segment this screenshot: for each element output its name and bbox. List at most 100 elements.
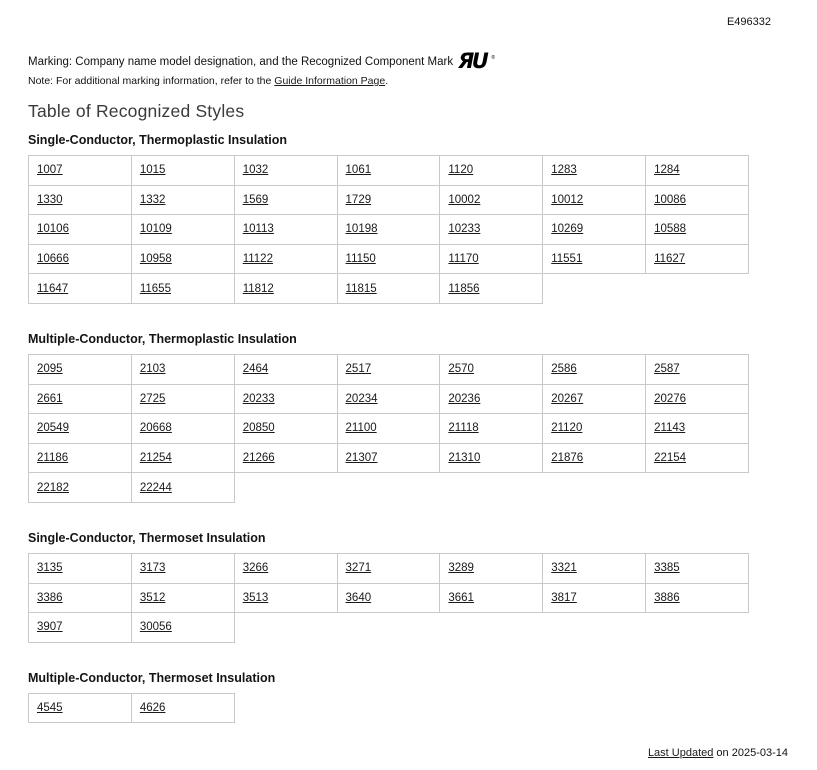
style-number-link[interactable]: 2587 bbox=[654, 363, 680, 376]
style-number-link[interactable]: 3289 bbox=[448, 562, 474, 575]
style-number-link[interactable]: 1332 bbox=[139, 193, 166, 206]
last-updated-link[interactable]: Last Updated bbox=[647, 747, 714, 759]
style-number-link[interactable]: 3907 bbox=[37, 621, 63, 634]
style-number-link[interactable]: 2103 bbox=[139, 363, 166, 376]
style-number-link[interactable]: 3512 bbox=[139, 591, 166, 604]
style-number-link[interactable]: 20233 bbox=[242, 392, 275, 405]
style-number-link[interactable]: 1330 bbox=[37, 193, 63, 206]
style-cell: 11150 bbox=[336, 243, 441, 275]
style-number-link[interactable]: 21120 bbox=[551, 422, 583, 435]
style-number-link[interactable]: 2464 bbox=[242, 363, 269, 376]
style-number-link[interactable]: 21266 bbox=[242, 452, 275, 465]
style-cell: 2464 bbox=[233, 353, 338, 385]
style-number-link[interactable]: 11655 bbox=[139, 282, 171, 295]
style-number-link[interactable]: 1007 bbox=[37, 164, 63, 177]
style-number-link[interactable]: 11627 bbox=[654, 253, 686, 266]
style-number-link[interactable]: 3386 bbox=[37, 591, 63, 604]
style-number-link[interactable]: 20850 bbox=[242, 422, 275, 435]
style-number-link[interactable]: 2517 bbox=[345, 363, 372, 376]
style-cell: 20234 bbox=[336, 383, 441, 415]
style-number-link[interactable]: 21254 bbox=[139, 452, 172, 465]
style-number-link[interactable]: 11812 bbox=[242, 282, 274, 295]
style-number-link[interactable]: 2586 bbox=[551, 363, 577, 376]
style-number-link[interactable]: 1569 bbox=[242, 193, 269, 206]
style-number-link[interactable]: 10113 bbox=[242, 223, 274, 236]
style-number-link[interactable]: 22244 bbox=[139, 481, 172, 494]
style-cell: 2586 bbox=[542, 353, 647, 385]
style-number-link[interactable]: 11551 bbox=[551, 253, 583, 266]
style-number-link[interactable]: 4626 bbox=[139, 702, 166, 715]
style-number-link[interactable]: 1284 bbox=[654, 164, 680, 177]
style-number-link[interactable]: 11150 bbox=[345, 253, 376, 266]
style-number-link[interactable]: 22154 bbox=[654, 452, 687, 465]
style-cell: 21120 bbox=[542, 413, 647, 444]
style-number-link[interactable]: 10233 bbox=[448, 223, 481, 236]
style-number-link[interactable]: 4545 bbox=[37, 702, 63, 715]
style-number-link[interactable]: 20234 bbox=[345, 392, 378, 405]
style-cell: 22182 bbox=[28, 472, 132, 503]
style-cell: 10109 bbox=[130, 214, 235, 245]
style-number-link[interactable]: 22182 bbox=[37, 481, 69, 494]
style-number-link[interactable]: 10588 bbox=[654, 223, 687, 236]
guide-information-page-link[interactable]: Guide Information Page bbox=[274, 75, 386, 87]
style-number-link[interactable]: 21307 bbox=[345, 452, 378, 465]
style-number-link[interactable]: 2095 bbox=[37, 363, 63, 376]
style-number-link[interactable]: 10198 bbox=[345, 223, 378, 236]
style-number-link[interactable]: 11170 bbox=[448, 253, 479, 266]
style-cell: 21100 bbox=[336, 413, 441, 444]
style-number-link[interactable]: 21100 bbox=[345, 422, 377, 435]
style-number-link[interactable]: 10269 bbox=[551, 223, 584, 236]
style-number-link[interactable]: 21310 bbox=[448, 452, 481, 465]
style-number-link[interactable]: 3173 bbox=[139, 562, 166, 575]
style-number-link[interactable]: 3640 bbox=[345, 591, 372, 604]
style-number-link[interactable]: 11122 bbox=[242, 253, 273, 266]
style-number-link[interactable]: 20668 bbox=[139, 422, 172, 435]
style-number-link[interactable]: 3513 bbox=[242, 591, 269, 604]
style-number-link[interactable]: 11815 bbox=[345, 282, 377, 295]
style-number-link[interactable]: 2725 bbox=[139, 392, 166, 405]
style-number-link[interactable]: 3271 bbox=[345, 562, 372, 575]
style-number-link[interactable]: 2661 bbox=[37, 392, 63, 405]
style-number-link[interactable]: 21118 bbox=[448, 422, 479, 435]
style-number-link[interactable]: 1032 bbox=[242, 164, 269, 177]
style-number-link[interactable]: 11647 bbox=[37, 282, 69, 295]
style-number-link[interactable]: 3817 bbox=[551, 591, 577, 604]
style-number-link[interactable]: 3385 bbox=[654, 562, 680, 575]
style-number-link[interactable]: 3661 bbox=[448, 591, 474, 604]
style-cell: 10666 bbox=[28, 243, 132, 275]
style-number-link[interactable]: 10012 bbox=[551, 193, 584, 206]
table-row: 1007 1015 1032 1061 1120 1283 1284 bbox=[28, 155, 749, 186]
style-cell: 1032 bbox=[233, 155, 338, 186]
style-number-link[interactable]: 21143 bbox=[654, 422, 686, 435]
style-number-link[interactable]: 10002 bbox=[448, 193, 481, 206]
style-number-link[interactable]: 10666 bbox=[37, 253, 69, 266]
style-number-link[interactable]: 2570 bbox=[448, 363, 474, 376]
style-number-link[interactable]: 21186 bbox=[37, 452, 69, 465]
table-row: 3135 3173 3266 3271 3289 3321 3385 bbox=[28, 552, 749, 584]
style-number-link[interactable]: 21876 bbox=[551, 452, 584, 465]
style-number-link[interactable]: 10958 bbox=[139, 253, 172, 266]
section-heading: Single-Conductor, Thermoplastic Insulati… bbox=[28, 133, 288, 147]
styles-table: 3135 3173 3266 3271 3289 3321 3385 3386 3512 3513… bbox=[28, 552, 749, 643]
style-number-link[interactable]: 20276 bbox=[654, 392, 687, 405]
style-number-link[interactable]: 30056 bbox=[139, 621, 172, 634]
style-number-link[interactable]: 20549 bbox=[37, 422, 69, 435]
style-number-link[interactable]: 3266 bbox=[242, 562, 269, 575]
style-number-link[interactable]: 20267 bbox=[551, 392, 584, 405]
style-number-link[interactable]: 1061 bbox=[345, 164, 372, 177]
style-number-link[interactable]: 1283 bbox=[551, 164, 577, 177]
style-number-link[interactable]: 3886 bbox=[654, 591, 680, 604]
style-number-link[interactable]: 11856 bbox=[448, 282, 480, 295]
last-updated-date: on 2025-03-14 bbox=[713, 747, 788, 759]
style-number-link[interactable]: 20236 bbox=[448, 392, 481, 405]
style-number-link[interactable]: 10086 bbox=[654, 193, 687, 206]
style-number-link[interactable]: 10106 bbox=[37, 223, 69, 236]
style-cell: 11627 bbox=[645, 243, 749, 275]
style-number-link[interactable]: 10109 bbox=[139, 223, 172, 236]
style-number-link[interactable]: 1015 bbox=[139, 164, 166, 177]
style-number-link[interactable]: 3135 bbox=[37, 562, 63, 575]
style-cell: 11655 bbox=[130, 273, 235, 304]
style-number-link[interactable]: 1729 bbox=[345, 193, 372, 206]
style-number-link[interactable]: 3321 bbox=[551, 562, 577, 575]
style-number-link[interactable]: 1120 bbox=[448, 164, 474, 177]
